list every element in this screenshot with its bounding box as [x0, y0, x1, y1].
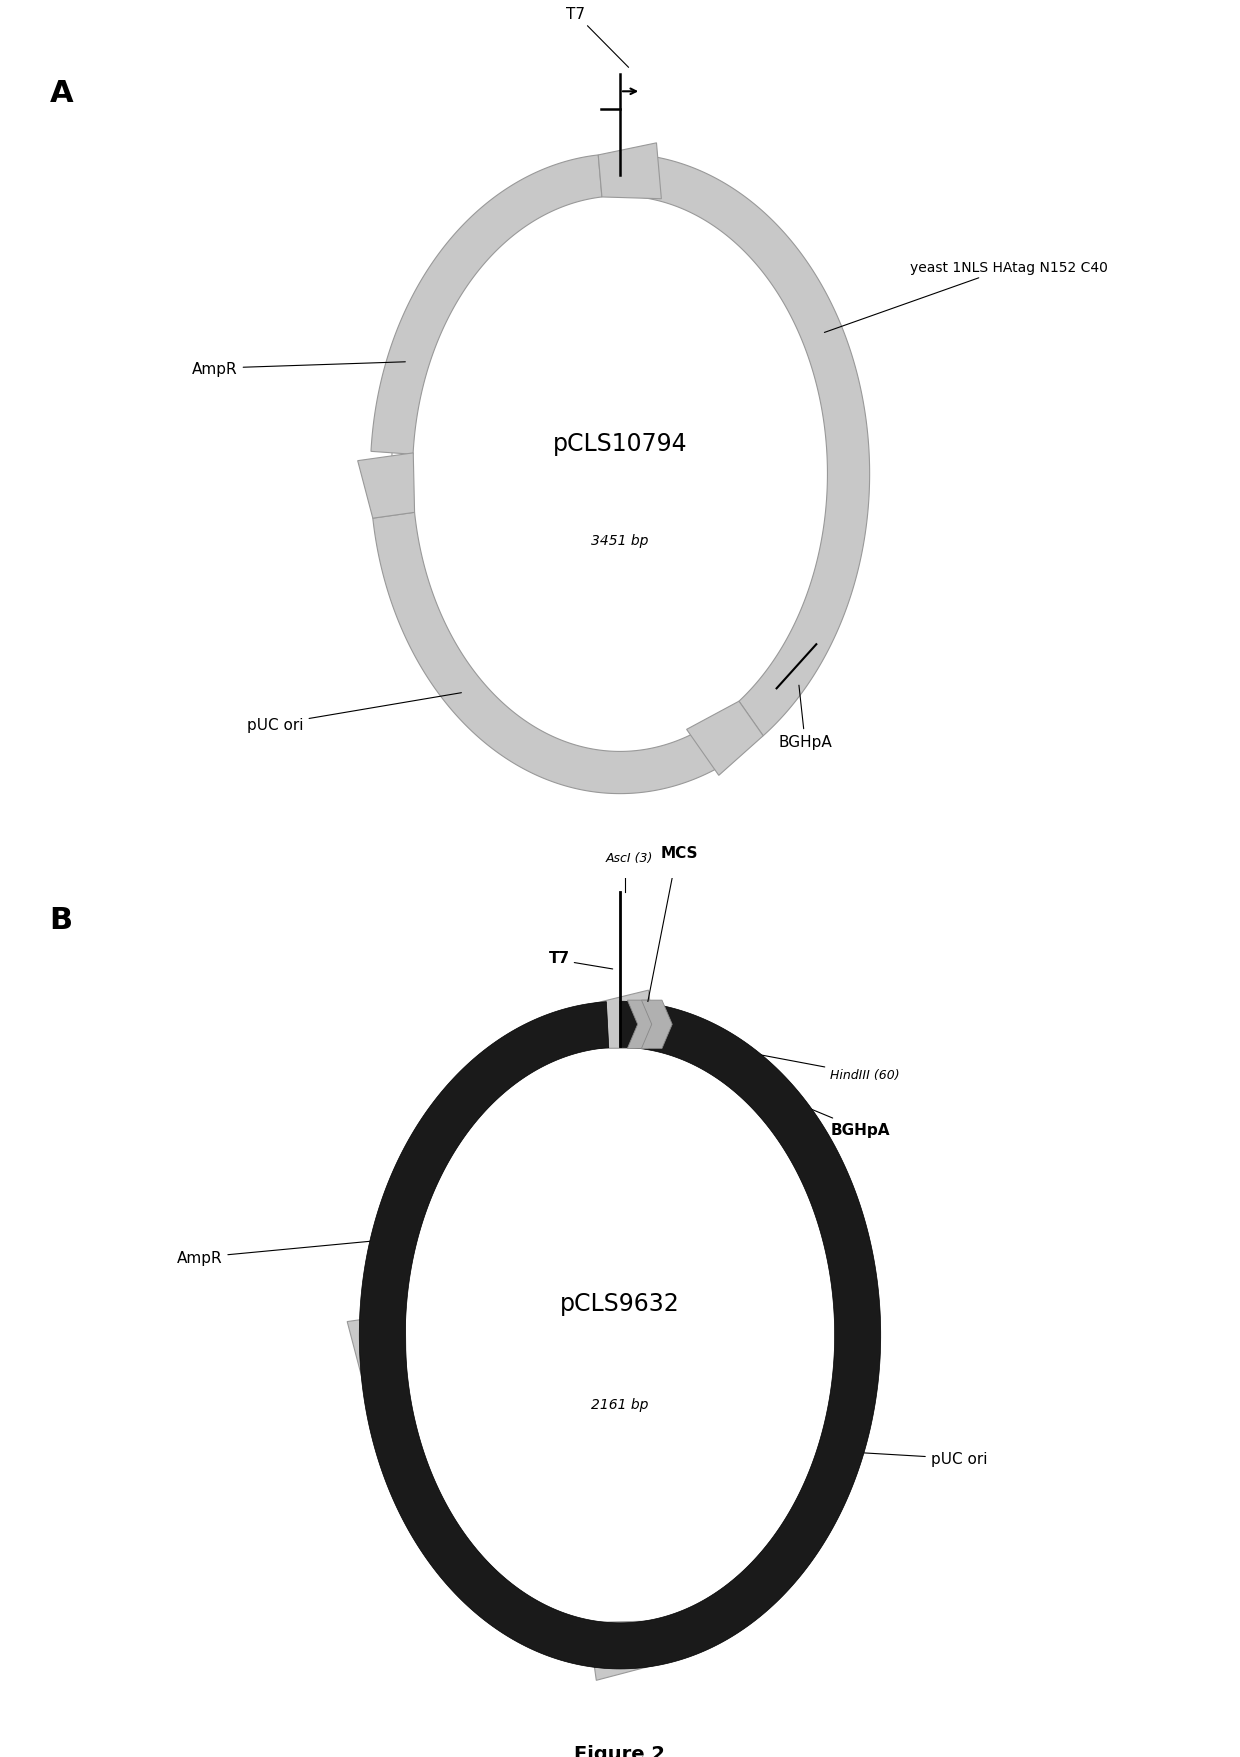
Polygon shape [357, 453, 414, 518]
Text: AscI (3): AscI (3) [605, 852, 652, 864]
Text: HindIII (60): HindIII (60) [720, 1047, 900, 1081]
Text: pCLS9632: pCLS9632 [560, 1291, 680, 1316]
Text: BGHpA: BGHpA [779, 685, 832, 750]
Text: T7: T7 [565, 7, 629, 69]
Polygon shape [588, 1622, 656, 1680]
Text: 2161 bp: 2161 bp [591, 1397, 649, 1411]
Text: BGHpA: BGHpA [785, 1098, 890, 1137]
Text: 3451 bp: 3451 bp [591, 534, 649, 546]
Text: AmpR: AmpR [192, 362, 405, 376]
Polygon shape [606, 1003, 879, 1664]
Text: pCLS10794: pCLS10794 [553, 432, 687, 455]
Polygon shape [360, 1001, 880, 1669]
Text: pUC ori: pUC ori [247, 694, 461, 733]
Polygon shape [641, 1000, 672, 1049]
Text: pUC ori: pUC ori [843, 1451, 987, 1465]
Polygon shape [371, 156, 601, 455]
Text: yeast 1NLS HAtag N152 C40: yeast 1NLS HAtag N152 C40 [825, 262, 1109, 334]
Text: Figure 2: Figure 2 [574, 1745, 666, 1757]
Polygon shape [373, 513, 745, 794]
Polygon shape [347, 1314, 407, 1381]
Polygon shape [588, 991, 656, 1049]
Polygon shape [361, 1005, 594, 1316]
Text: AmpR: AmpR [177, 1240, 391, 1265]
Polygon shape [687, 701, 763, 777]
Polygon shape [615, 155, 869, 736]
Polygon shape [627, 1000, 658, 1049]
Text: B: B [50, 907, 73, 935]
Polygon shape [598, 144, 661, 200]
Text: MCS: MCS [661, 845, 698, 861]
Text: T7: T7 [548, 951, 569, 965]
Text: A: A [50, 79, 73, 107]
Polygon shape [363, 1376, 642, 1667]
